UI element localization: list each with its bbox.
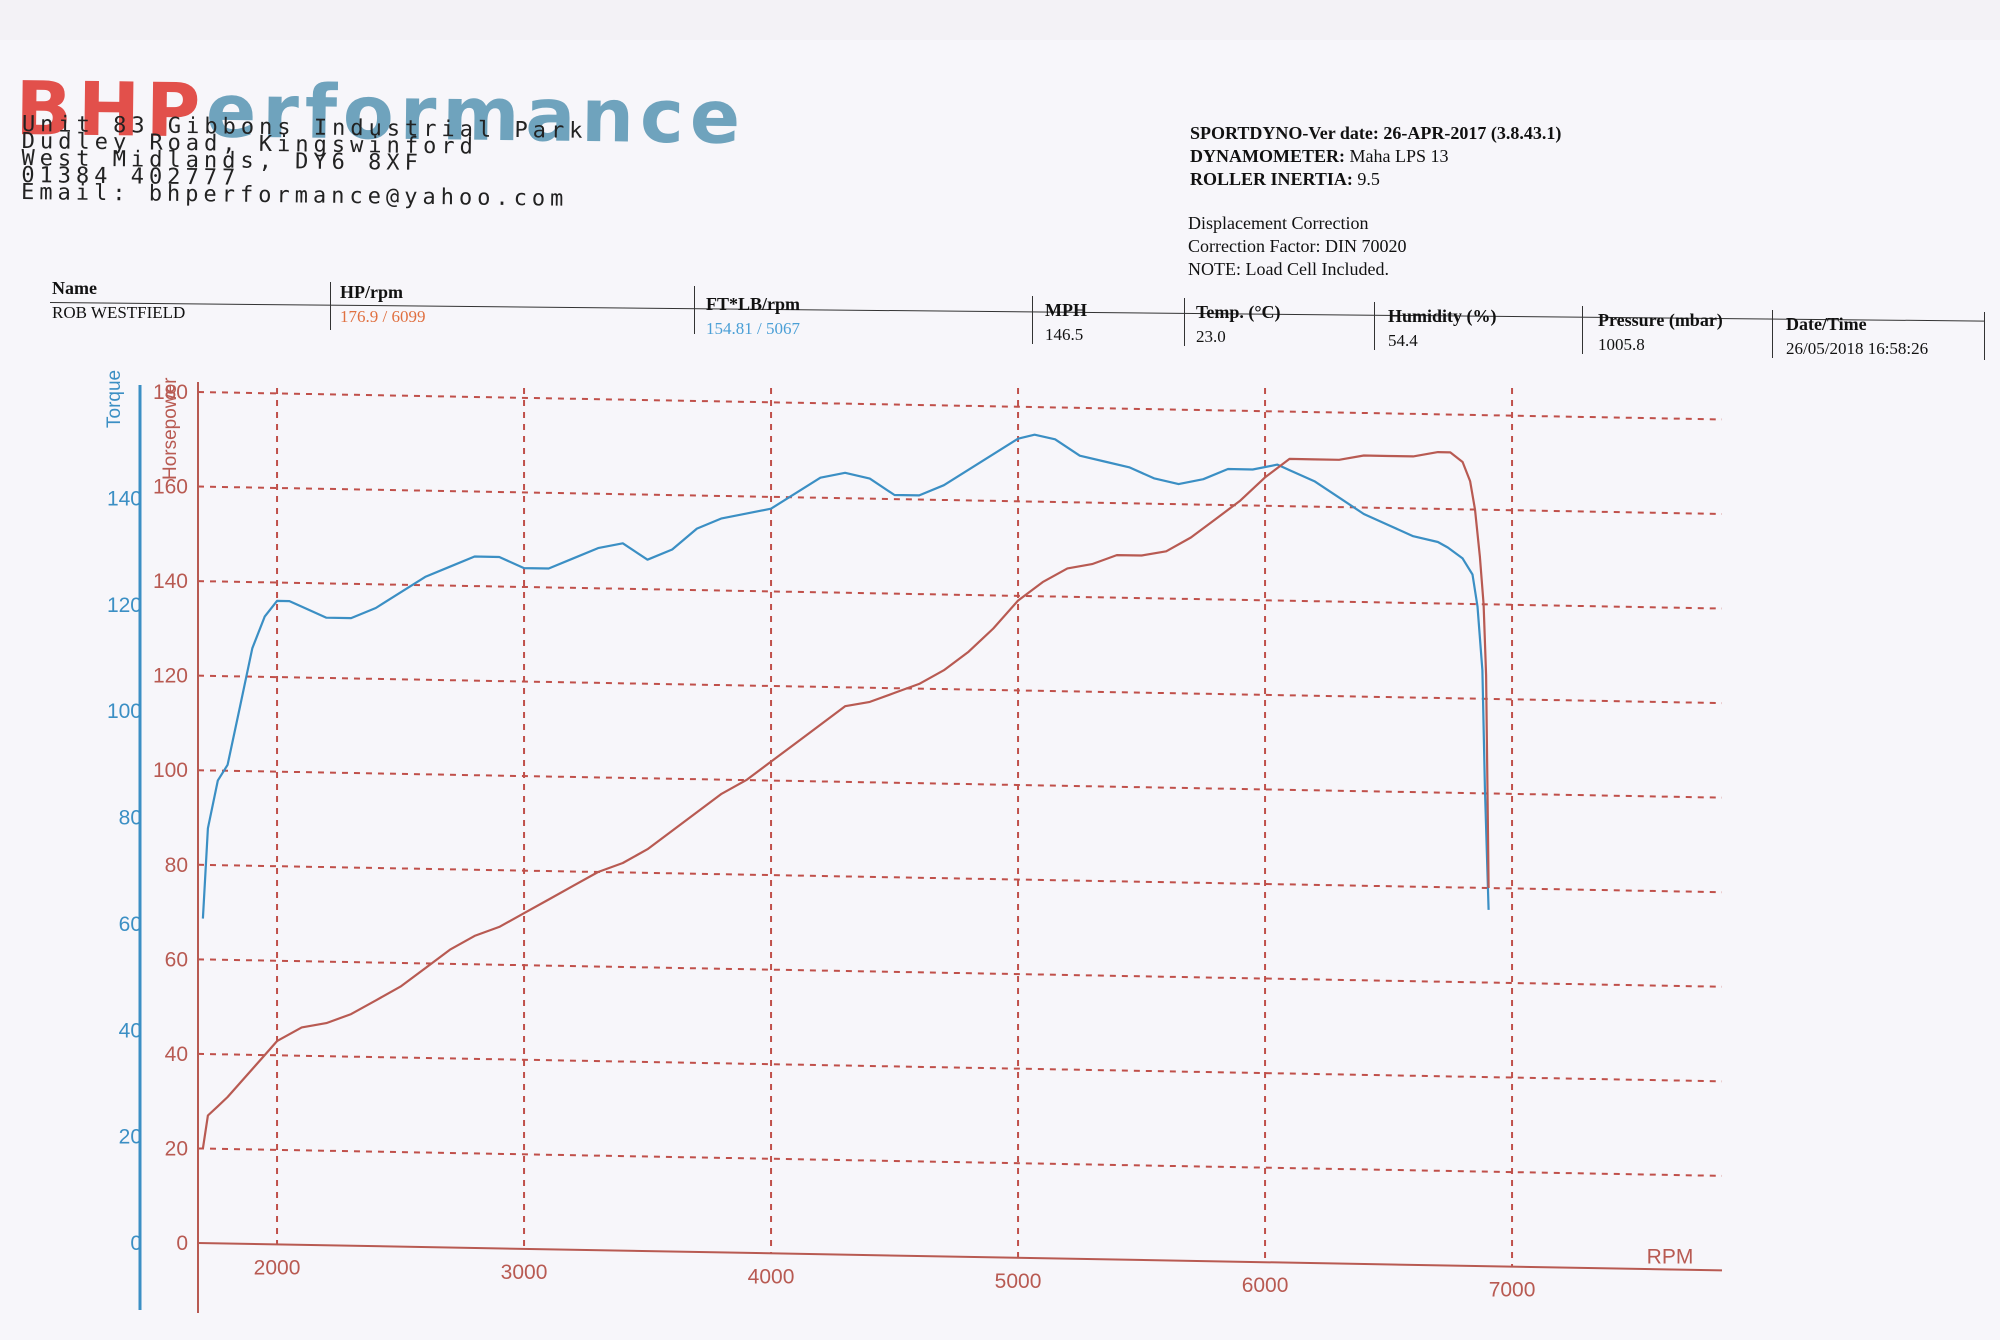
torque-tick-label: 120: [107, 594, 142, 617]
dynamometer-label: DYNAMOMETER:: [1190, 146, 1345, 166]
summary-humidity: Humidity (%) 54.4: [1388, 306, 1497, 351]
hp-tick-label: 100: [153, 759, 188, 782]
summary-pressure: Pressure (mbar) 1005.8: [1598, 310, 1723, 355]
horsepower-curve: [201, 451, 1490, 1149]
software-version: SPORTDYNO-Ver date: 26-APR-2017 (3.8.43.…: [1190, 123, 1562, 143]
hp-tick-label: 120: [153, 665, 188, 688]
hp-value: 176.9 / 6099: [340, 307, 426, 326]
hp-tick-label: 20: [165, 1137, 188, 1160]
name-label: Name: [52, 278, 97, 298]
hp-tick-label: 160: [153, 476, 188, 499]
humidity-value: 54.4: [1388, 331, 1418, 350]
torque-label: FT*LB/rpm: [706, 294, 801, 314]
summary-mph: MPH 146.5: [1045, 300, 1087, 345]
hp-tick-label: 140: [153, 570, 188, 593]
summary-torque: FT*LB/rpm 154.81 / 5067: [706, 294, 800, 339]
dynamometer-value: Maha LPS 13: [1349, 146, 1449, 166]
torque-value: 154.81 / 5067: [706, 319, 800, 338]
x-tick-label: 7000: [1489, 1279, 1536, 1302]
gridline-horizontal: [197, 769, 1723, 799]
mph-label: MPH: [1045, 300, 1087, 320]
note-line: Correction Factor: DIN 70020: [1188, 236, 1407, 256]
torque-tick-label: 100: [107, 700, 142, 723]
datetime-value: 26/05/2018 16:58:26: [1786, 339, 1929, 358]
x-axis-label: RPM: [1647, 1245, 1694, 1268]
column-divider: [1374, 302, 1375, 350]
x-tick-label: 4000: [748, 1265, 795, 1288]
gridline-horizontal: [197, 863, 1723, 894]
column-divider: [1984, 312, 1985, 360]
pressure-value: 1005.8: [1598, 335, 1645, 354]
torque-tick-label: 80: [119, 807, 142, 830]
pressure-label: Pressure (mbar): [1598, 310, 1723, 330]
x-axis-line: [197, 1242, 1723, 1272]
hp-label: HP/rpm: [340, 282, 403, 302]
torque-tick-label: 0: [130, 1232, 142, 1255]
torque-tick-label: 140: [107, 487, 142, 510]
note-line: NOTE: Load Cell Included.: [1188, 259, 1389, 279]
summary-name: Name ROB WESTFIELD: [52, 278, 185, 323]
column-divider: [330, 282, 331, 330]
column-divider: [1582, 306, 1583, 354]
mph-value: 146.5: [1045, 325, 1084, 344]
column-divider: [1032, 296, 1033, 344]
x-tick-label: 3000: [501, 1261, 548, 1284]
roller-inertia-label: ROLLER INERTIA:: [1190, 169, 1353, 189]
x-tick-label: 2000: [254, 1256, 301, 1279]
humidity-label: Humidity (%): [1388, 306, 1497, 326]
dyno-info: SPORTDYNO-Ver date: 26-APR-2017 (3.8.43.…: [1190, 122, 1561, 191]
hp-tick-label: 0: [176, 1232, 188, 1255]
correction-notes: Displacement Correction Correction Facto…: [1188, 212, 1406, 281]
summary-temp: Temp. (°C) 23.0: [1196, 302, 1281, 347]
gridline-horizontal: [197, 580, 1723, 610]
hp-tick-label: 60: [165, 948, 188, 971]
gridline-horizontal: [197, 1147, 1723, 1177]
datetime-label: Date/Time: [1786, 314, 1867, 334]
column-divider: [1772, 310, 1773, 358]
hp-tick-label: 180: [153, 381, 188, 404]
column-divider: [694, 286, 695, 334]
summary-datetime: Date/Time 26/05/2018 16:58:26: [1786, 314, 1928, 359]
torque-curve: [201, 433, 1490, 919]
column-divider: [1184, 298, 1185, 346]
gridline-horizontal: [197, 674, 1723, 705]
temp-label: Temp. (°C): [1196, 302, 1281, 322]
torque-tick-label: 40: [119, 1019, 142, 1042]
summary-hp: HP/rpm 176.9 / 6099: [340, 282, 425, 327]
gridline-horizontal: [197, 1052, 1723, 1083]
torque-tick-label: 20: [119, 1126, 142, 1149]
gridline-horizontal: [197, 391, 1723, 421]
hp-tick-label: 80: [165, 854, 188, 877]
name-value: ROB WESTFIELD: [52, 303, 186, 322]
x-tick-label: 5000: [995, 1270, 1042, 1293]
hp-tick-label: 40: [165, 1043, 188, 1066]
gridline-horizontal: [197, 485, 1723, 515]
torque-tick-label: 60: [119, 913, 142, 936]
x-tick-label: 6000: [1242, 1274, 1289, 1297]
dyno-sheet: [0, 40, 2000, 1340]
temp-value: 23.0: [1196, 327, 1226, 346]
note-line: Displacement Correction: [1188, 213, 1369, 233]
roller-inertia-value: 9.5: [1357, 169, 1380, 189]
gridline-horizontal: [197, 958, 1723, 988]
